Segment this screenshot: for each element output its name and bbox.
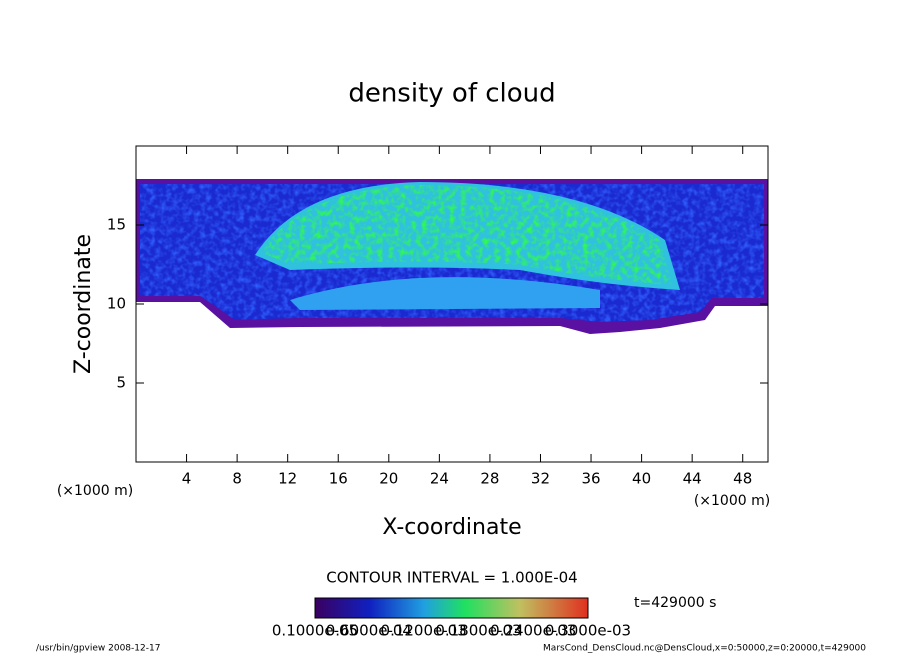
colorbar-label: 0.1000e-05 xyxy=(272,622,358,640)
y-axis-label: Z-coordinate xyxy=(71,234,96,374)
colorbar-label: 0.2400e-03 xyxy=(490,622,576,640)
x-tick-label: 44 xyxy=(683,470,702,488)
x-axis-label: X-coordinate xyxy=(382,515,521,540)
x-tick-label: 16 xyxy=(329,470,348,488)
y-tick-label: 15 xyxy=(107,216,126,234)
cloud-core xyxy=(290,277,600,310)
x-tick-label: 48 xyxy=(733,470,752,488)
chart-title: density of cloud xyxy=(348,79,555,109)
time-label: t=429000 s xyxy=(634,595,716,611)
colorbar-label: 0.3000e-03 xyxy=(545,622,631,640)
x-unit-left: (×1000 m) xyxy=(57,483,133,499)
colorbar-label: 0.1800e-03 xyxy=(435,622,521,640)
x-tick-label: 24 xyxy=(430,470,449,488)
x-tick-label: 40 xyxy=(632,470,651,488)
footer-left: /usr/bin/gpview 2008-12-17 xyxy=(36,644,160,654)
x-tick-label: 4 xyxy=(182,470,192,488)
contour-field xyxy=(136,179,768,334)
colorbar-label: 0.6000e-04 xyxy=(326,622,412,640)
footer-right: MarsCond_DensCloud.nc@DensCloud,x=0:5000… xyxy=(543,644,866,654)
x-tick-label: 36 xyxy=(581,470,600,488)
colorbar-label: 0.1200e-03 xyxy=(381,622,467,640)
x-tick-label: 12 xyxy=(278,470,297,488)
y-tick-label: 5 xyxy=(116,374,126,392)
colorbar xyxy=(314,597,589,619)
cloud-dome-green xyxy=(260,185,672,285)
x-unit-right: (×1000 m) xyxy=(694,493,770,509)
x-tick-label: 32 xyxy=(531,470,550,488)
x-tick-label: 28 xyxy=(480,470,499,488)
y-tick-label: 10 xyxy=(107,295,126,313)
x-tick-label: 8 xyxy=(232,470,242,488)
x-tick-label: 20 xyxy=(379,470,398,488)
contour-interval: CONTOUR INTERVAL = 1.000E-04 xyxy=(326,569,577,587)
